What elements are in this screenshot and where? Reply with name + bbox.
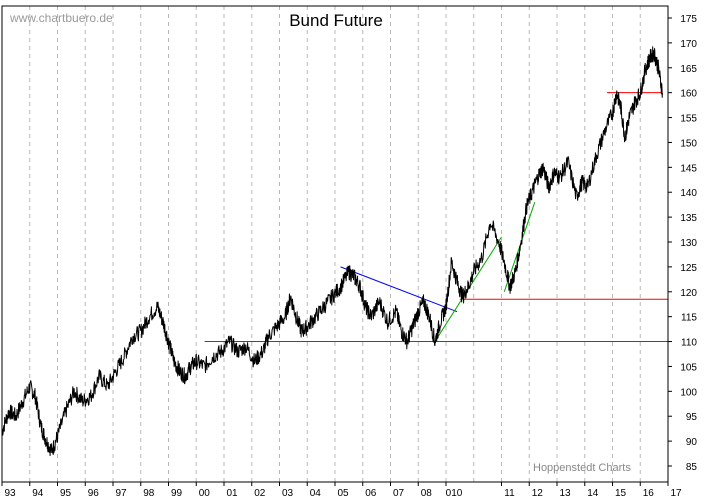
axes-layer: 93 94 95 96 97 98 99 00 01 02 03 04 05 06 07 08 010 11 12 1…: [1, 5, 698, 499]
x-tick-label: 14: [587, 488, 599, 499]
y-tick-label: 140: [680, 188, 697, 199]
x-tick-label: 15: [615, 488, 627, 499]
x-tick-label: 95: [60, 488, 72, 499]
x-tick-label: 99: [171, 488, 183, 499]
y-tick-label: 105: [680, 362, 697, 373]
y-tick-label: 100: [680, 387, 697, 398]
trendline: [340, 266, 458, 313]
trendline-layer: [204, 92, 668, 343]
grid-layer: [29, 6, 641, 482]
x-tick-label: 11: [504, 488, 515, 499]
chart-title: Bund Future: [289, 11, 383, 30]
y-tick-label: 120: [680, 288, 697, 299]
price-series-layer: [1, 46, 663, 457]
price-series-line: [1, 46, 663, 457]
y-tick-label: 155: [680, 114, 697, 125]
x-tick-label: 06: [365, 488, 377, 499]
x-tick-label: 16: [643, 488, 655, 499]
y-tick-label: 110: [681, 338, 697, 349]
y-tick-label: 90: [686, 437, 698, 448]
y-tick-label: 125: [680, 263, 697, 274]
y-tick-label: 135: [680, 213, 697, 224]
y-tick-label: 170: [680, 39, 697, 50]
y-tick-label: 115: [681, 313, 697, 324]
x-tick-label: 96: [88, 488, 100, 499]
y-tick-label: 160: [680, 89, 697, 100]
x-tick-label: 00: [199, 488, 211, 499]
y-tick-label: 165: [680, 64, 697, 75]
x-tick-label: 01: [226, 488, 238, 499]
x-tick-label: 04: [310, 488, 322, 499]
x-tick-label: 13: [559, 488, 571, 499]
y-tick-label: 95: [686, 412, 698, 423]
x-tick-label: 93: [4, 488, 16, 499]
x-tick-label: 08: [421, 488, 433, 499]
y-tick-label: 130: [680, 238, 697, 249]
x-tick-label: 010: [446, 488, 463, 499]
trendline: [434, 236, 502, 342]
y-tick-label: 150: [680, 138, 697, 149]
y-tick-label: 175: [680, 14, 697, 25]
x-tick-label: 02: [254, 488, 266, 499]
x-tick-label: 98: [143, 488, 155, 499]
x-tick-label: 94: [32, 488, 44, 499]
credit-text: Hoppenstedt Charts: [533, 462, 631, 474]
y-tick-label: 85: [686, 462, 698, 473]
x-tick-label: 07: [393, 488, 405, 499]
x-tick-label: 17: [670, 488, 682, 499]
watermark-text: www.chartbuero.de: [9, 11, 113, 25]
x-tick-label: 97: [115, 488, 127, 499]
y-tick-label: 145: [680, 163, 697, 174]
x-tick-label: 12: [532, 488, 544, 499]
x-tick-label: 05: [337, 488, 349, 499]
plot-frame: [1, 5, 669, 483]
x-tick-label: 03: [282, 488, 294, 499]
